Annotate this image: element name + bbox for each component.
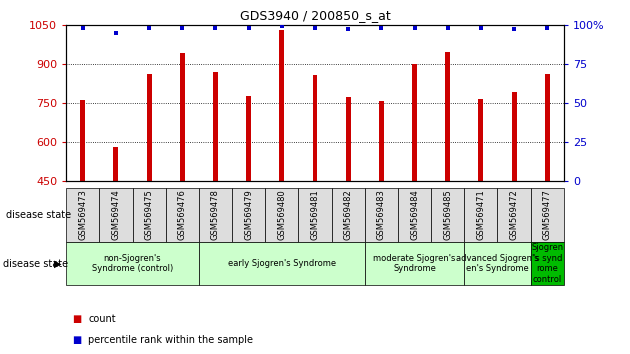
Bar: [498, 188, 530, 242]
Bar: [346, 97, 351, 181]
Text: GSM569478: GSM569478: [211, 189, 220, 240]
Text: GSM569471: GSM569471: [476, 189, 485, 240]
Bar: [66, 188, 100, 242]
Bar: [464, 242, 530, 285]
Bar: [246, 96, 251, 181]
Bar: [166, 188, 199, 242]
Bar: [279, 30, 284, 181]
Bar: [100, 188, 132, 242]
Bar: [113, 147, 118, 181]
Text: GSM569479: GSM569479: [244, 189, 253, 240]
Bar: [132, 188, 166, 242]
Bar: [180, 53, 185, 181]
Bar: [530, 188, 564, 242]
Bar: [431, 188, 464, 242]
Bar: [530, 242, 564, 285]
Text: GSM569477: GSM569477: [543, 189, 552, 240]
Text: ▶: ▶: [54, 258, 62, 269]
Bar: [232, 188, 265, 242]
Text: GSM569476: GSM569476: [178, 189, 186, 240]
Bar: [213, 72, 218, 181]
Bar: [265, 188, 299, 242]
Text: GSM569472: GSM569472: [510, 189, 518, 240]
Text: Sjogren
's synd
rome
control: Sjogren 's synd rome control: [531, 244, 563, 284]
Bar: [199, 242, 365, 285]
Text: advanced Sjogren's
en's Syndrome: advanced Sjogren's en's Syndrome: [456, 254, 539, 273]
Bar: [445, 52, 450, 181]
Text: non-Sjogren's
Syndrome (control): non-Sjogren's Syndrome (control): [92, 254, 173, 273]
Bar: [80, 100, 85, 181]
Text: moderate Sjogren's
Syndrome: moderate Sjogren's Syndrome: [374, 254, 455, 273]
Text: ■: ■: [72, 314, 82, 324]
Bar: [147, 74, 152, 181]
Text: GSM569482: GSM569482: [344, 189, 353, 240]
Text: GSM569484: GSM569484: [410, 189, 419, 240]
Bar: [379, 101, 384, 181]
Bar: [365, 242, 464, 285]
Text: percentile rank within the sample: percentile rank within the sample: [88, 335, 253, 345]
Text: GSM569485: GSM569485: [444, 189, 452, 240]
Bar: [199, 188, 232, 242]
Text: ■: ■: [72, 335, 82, 345]
Bar: [512, 92, 517, 181]
Text: disease state: disease state: [3, 258, 68, 269]
Bar: [312, 75, 318, 181]
Text: GSM569473: GSM569473: [78, 189, 87, 240]
Bar: [478, 99, 483, 181]
Text: GSM569474: GSM569474: [112, 189, 120, 240]
Text: GSM569480: GSM569480: [277, 189, 286, 240]
Text: GSM569483: GSM569483: [377, 189, 386, 240]
Bar: [66, 242, 199, 285]
Bar: [545, 74, 550, 181]
Bar: [331, 188, 365, 242]
Bar: [299, 188, 331, 242]
Title: GDS3940 / 200850_s_at: GDS3940 / 200850_s_at: [239, 9, 391, 22]
Bar: [365, 188, 398, 242]
Text: GSM569475: GSM569475: [145, 189, 154, 240]
Text: disease state: disease state: [6, 210, 71, 220]
Text: GSM569481: GSM569481: [311, 189, 319, 240]
Bar: [464, 188, 498, 242]
Bar: [412, 64, 417, 181]
Bar: [398, 188, 431, 242]
Text: count: count: [88, 314, 116, 324]
Text: early Sjogren's Syndrome: early Sjogren's Syndrome: [228, 259, 336, 268]
